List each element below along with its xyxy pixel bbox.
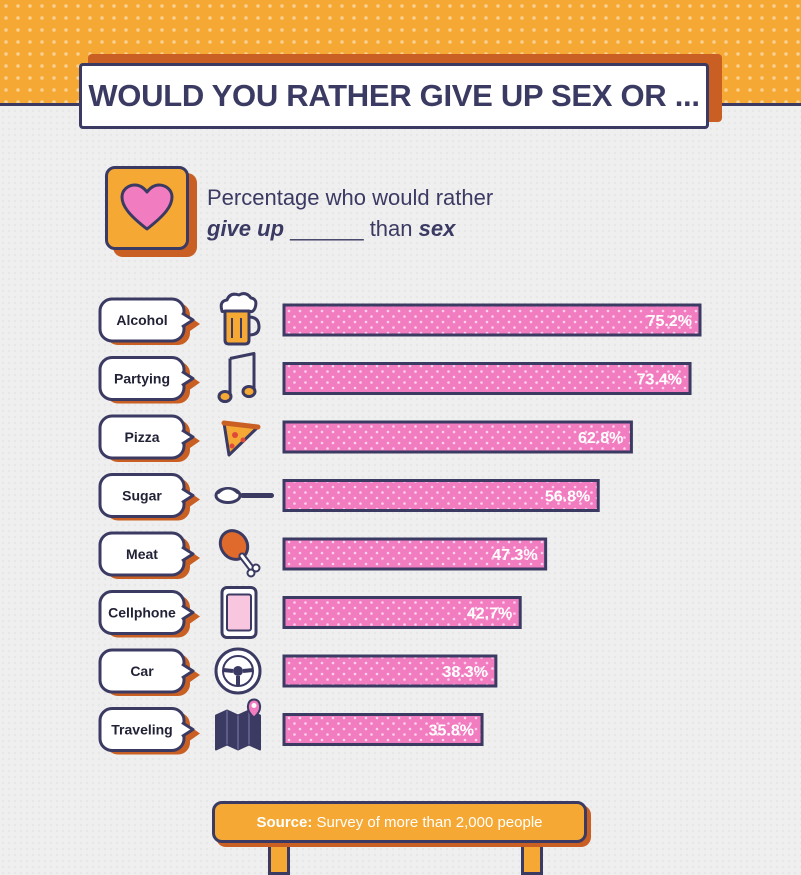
map-pin-icon bbox=[215, 698, 262, 751]
category-label-tail bbox=[181, 311, 195, 329]
source-note: Source: Survey of more than 2,000 people bbox=[212, 801, 587, 843]
music-note-icon bbox=[217, 352, 257, 403]
chicken-leg-icon bbox=[215, 525, 260, 576]
subtitle-than: than bbox=[369, 216, 413, 241]
sugar-spoon-icon bbox=[214, 487, 276, 504]
subtitle-line-2: give up ______ than sex bbox=[207, 213, 627, 244]
bar bbox=[282, 713, 484, 746]
bar-value-label: 75.2% bbox=[647, 313, 692, 330]
pizza-slice-icon bbox=[224, 423, 258, 455]
bar-value-label: 35.8% bbox=[429, 723, 474, 740]
bar-value-label: 47.3% bbox=[492, 547, 537, 564]
bar bbox=[282, 362, 692, 395]
subtitle-give-up: give up bbox=[207, 216, 285, 241]
bar-value-label: 56.8% bbox=[545, 489, 590, 506]
smartphone-icon bbox=[220, 586, 258, 639]
title-box: WOULD YOU RATHER GIVE UP SEX OR ... bbox=[79, 63, 709, 129]
bar bbox=[282, 596, 522, 629]
category-label-tail bbox=[181, 604, 195, 621]
category-label: Cellphone bbox=[108, 605, 176, 621]
bar-value-label: 38.3% bbox=[442, 664, 487, 681]
category-label: Pizza bbox=[124, 429, 159, 445]
bar bbox=[282, 303, 702, 337]
bar bbox=[282, 479, 600, 512]
bar-value-label: 73.4% bbox=[637, 372, 682, 389]
category-label: Car bbox=[130, 663, 154, 679]
category-label-tail bbox=[181, 370, 195, 387]
category-label-tail bbox=[181, 545, 195, 563]
bar bbox=[282, 537, 548, 571]
category-label: Sugar bbox=[122, 488, 162, 504]
bar-value-label: 42.7% bbox=[467, 606, 512, 623]
chart-subtitle: Percentage who would rather give up ____… bbox=[207, 182, 627, 244]
category-label-tail bbox=[181, 487, 195, 504]
bar-chart: Alcohol 75.2% Partying 73.4% Pizza 62.8% Sugar… bbox=[98, 292, 702, 755]
subtitle-blank: ______ bbox=[290, 216, 364, 241]
bar-value-label: 62.8% bbox=[578, 430, 623, 447]
category-label-tail bbox=[181, 428, 195, 446]
subtitle-line-1: Percentage who would rather bbox=[207, 185, 494, 210]
category-label: Alcohol bbox=[116, 312, 167, 328]
category-label-tail bbox=[181, 662, 195, 680]
category-label: Meat bbox=[126, 546, 158, 562]
category-label: Partying bbox=[114, 371, 170, 387]
source-text: Survey of more than 2,000 people bbox=[316, 813, 543, 831]
page-title: WOULD YOU RATHER GIVE UP SEX OR ... bbox=[88, 78, 700, 113]
heart-badge bbox=[105, 166, 189, 250]
subtitle-sex: sex bbox=[418, 216, 456, 241]
source-label: Source: bbox=[256, 813, 313, 831]
beer-mug-icon bbox=[219, 292, 261, 346]
bar bbox=[282, 420, 633, 454]
steering-wheel-icon bbox=[214, 647, 262, 695]
bar bbox=[282, 654, 498, 688]
category-label-tail bbox=[181, 721, 195, 738]
heart-icon bbox=[120, 183, 174, 231]
category-label: Traveling bbox=[111, 722, 172, 738]
